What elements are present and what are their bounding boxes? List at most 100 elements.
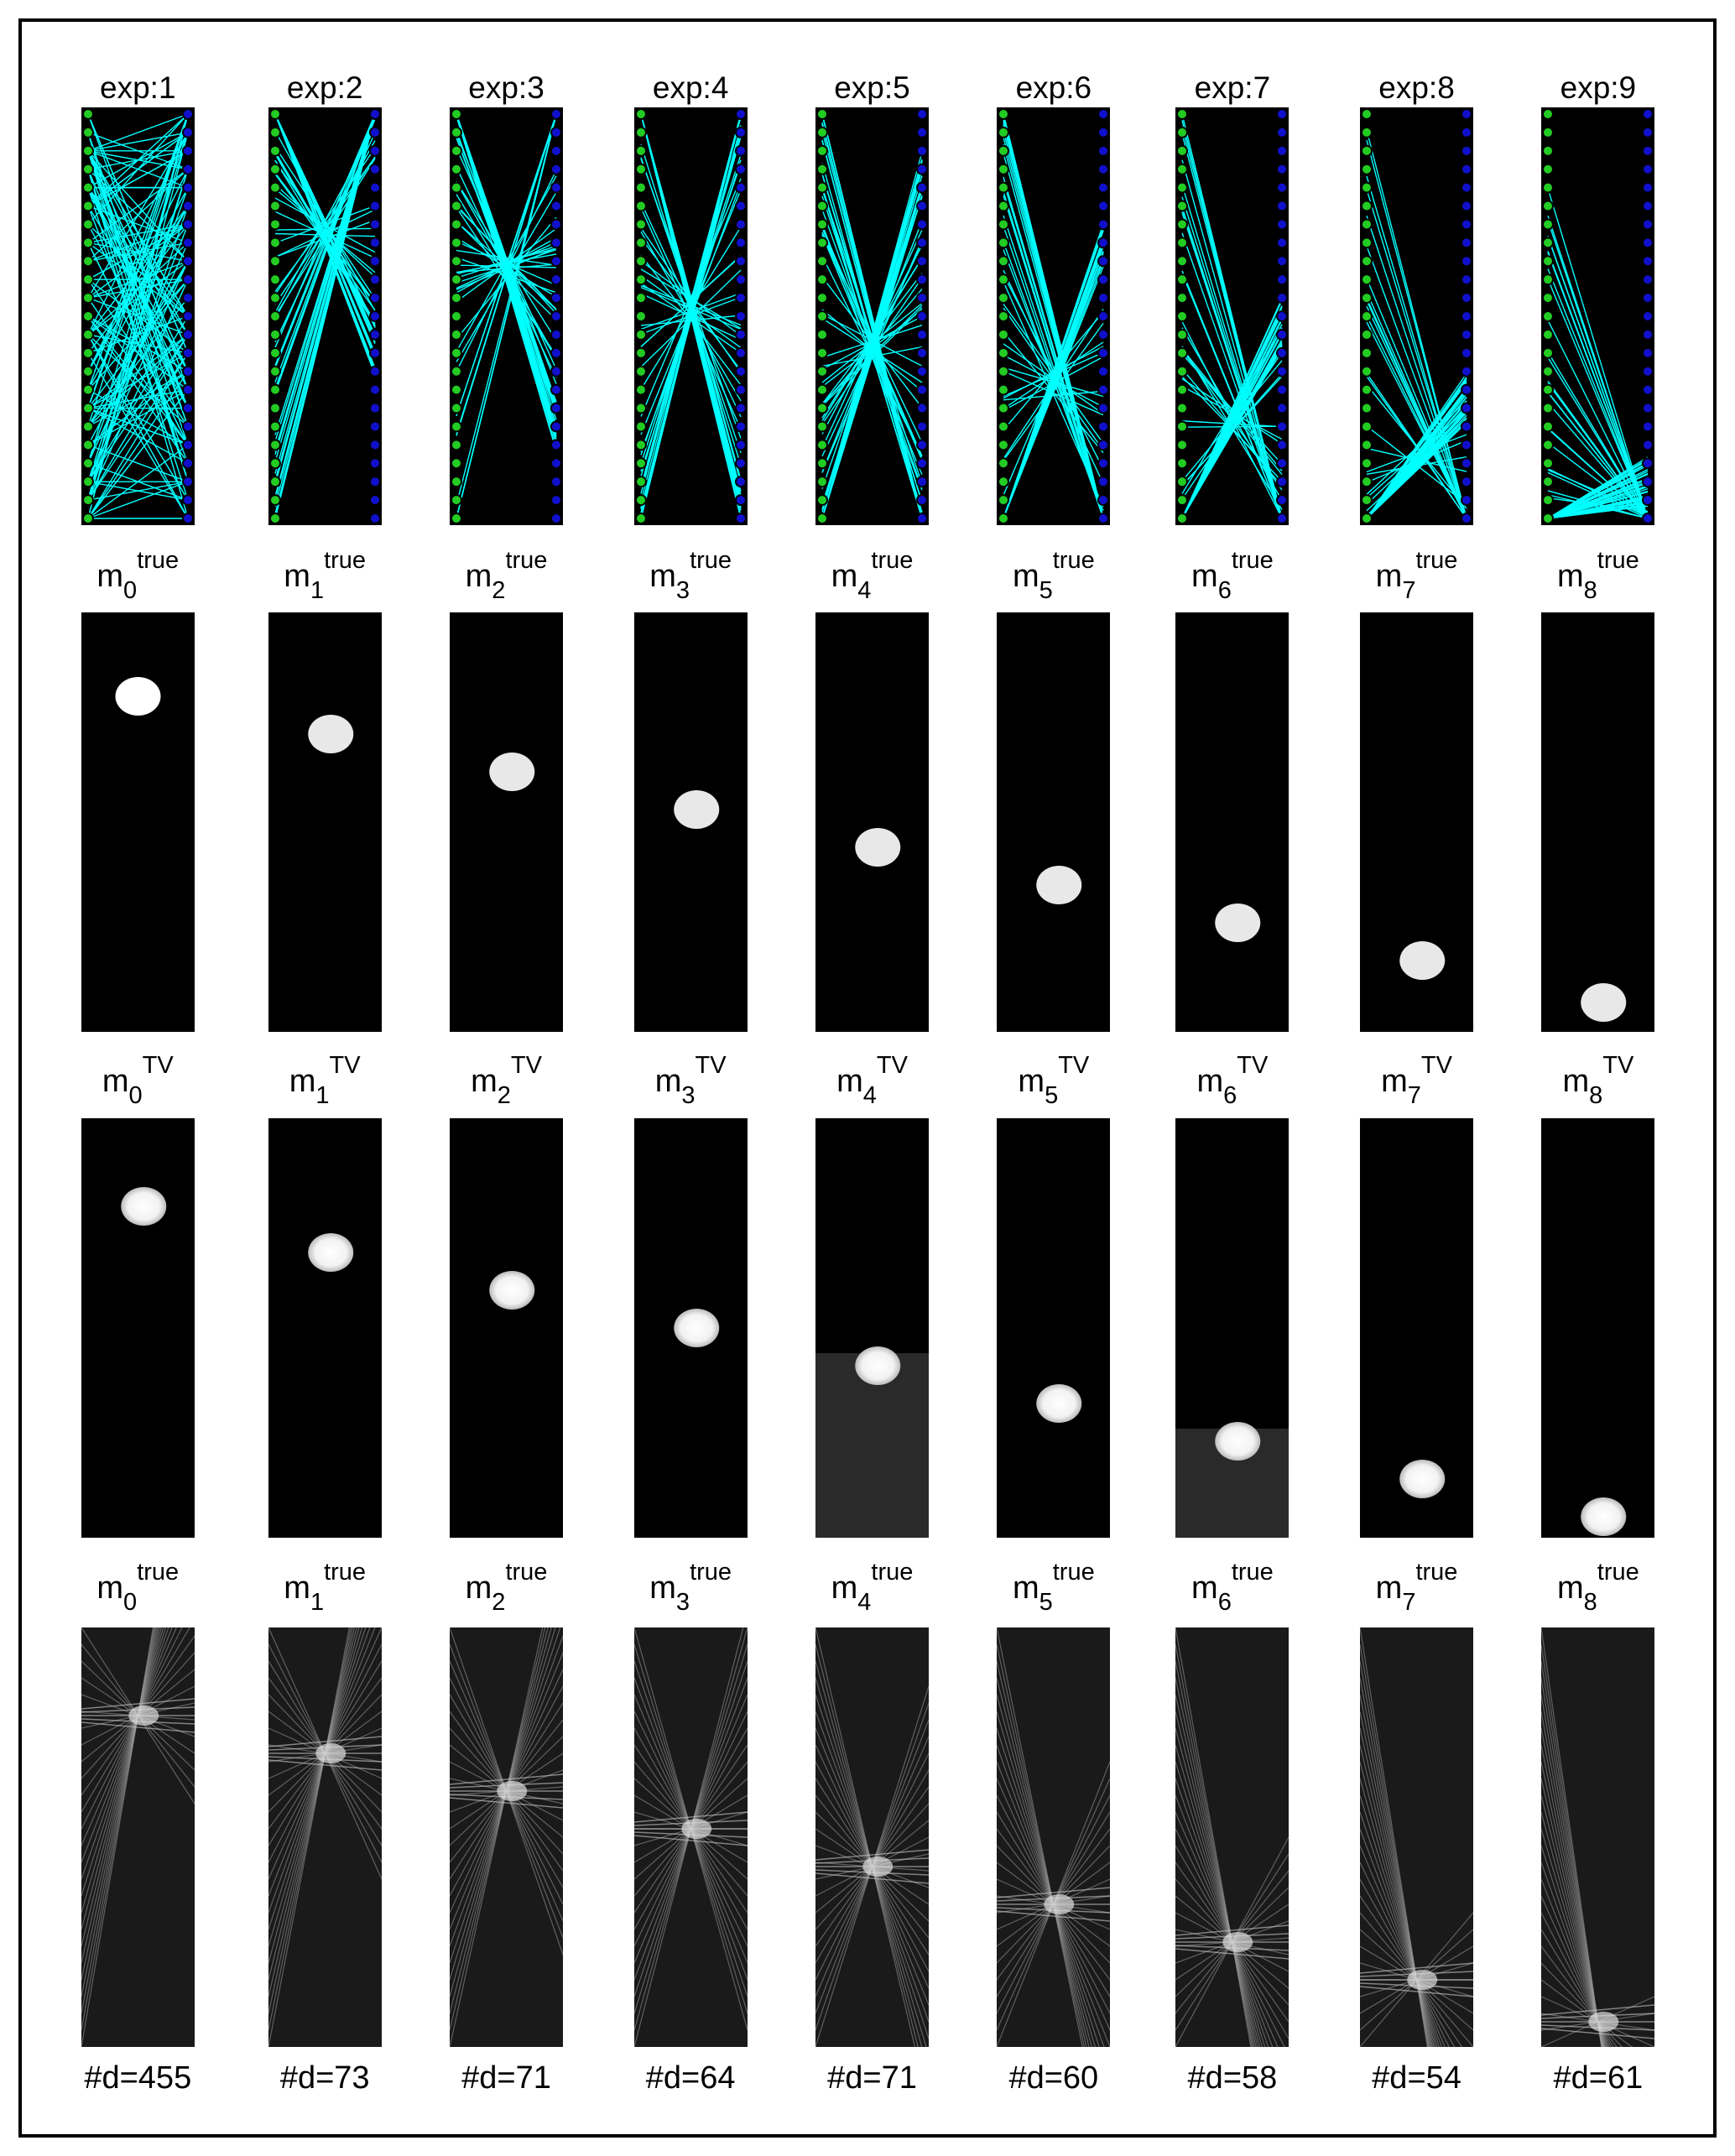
- ray-line: [87, 150, 189, 189]
- receiver-node: [550, 494, 563, 507]
- source-node: [998, 513, 1010, 524]
- ray-svg: [451, 108, 563, 524]
- sensitivity-ray: [997, 1887, 1111, 1898]
- source-node: [1176, 494, 1189, 507]
- receiver-node: [734, 292, 747, 305]
- ray-line: [821, 243, 923, 456]
- source-node: [268, 310, 281, 322]
- source-node: [1361, 402, 1373, 414]
- source-node: [1176, 402, 1189, 414]
- ray-line: [87, 205, 189, 244]
- sensitivity-ray: [1541, 2004, 1655, 2016]
- true-model-label: m8true: [1524, 549, 1671, 603]
- receiver-node: [734, 163, 747, 175]
- source-node: [1361, 513, 1373, 524]
- ray-line: [1366, 456, 1467, 476]
- receiver-node: [1461, 237, 1473, 249]
- sensitivity-focus: [1407, 1970, 1438, 1990]
- data-count-label: #d=71: [461, 2060, 551, 2096]
- label-symbol: m: [1012, 1570, 1039, 1606]
- sensitivity-panel: [450, 1627, 564, 2047]
- experiment-title: exp:7: [1194, 70, 1271, 105]
- ray-line: [1366, 130, 1467, 519]
- receiver-node: [916, 383, 928, 396]
- ray-line: [1181, 273, 1284, 519]
- receiver-node: [1097, 108, 1110, 120]
- label-superscript: true: [1231, 547, 1274, 574]
- true-model-label: m3true: [617, 549, 764, 603]
- receiver-node: [916, 218, 928, 231]
- source-node: [81, 273, 94, 286]
- experiment-title: exp:8: [1378, 70, 1455, 105]
- receiver-node: [368, 163, 381, 175]
- ray-line: [87, 132, 188, 152]
- source-node: [451, 439, 463, 451]
- receiver-node: [1276, 346, 1289, 359]
- ray-line: [1181, 353, 1283, 465]
- ray-line: [274, 113, 376, 342]
- label-symbol: m: [465, 559, 492, 594]
- receiver-node: [1461, 494, 1473, 507]
- ray-line: [87, 334, 189, 519]
- label-subscript: 7: [1407, 1082, 1421, 1109]
- ray-line: [1366, 388, 1467, 519]
- source-node: [1176, 163, 1189, 175]
- anomaly-blob: [1215, 904, 1261, 942]
- receiver-node: [1461, 513, 1473, 524]
- true-model-label: m1 true: [252, 549, 399, 603]
- experiment-title: exp:1: [100, 70, 176, 105]
- label-superscript: true: [324, 1559, 367, 1586]
- ray-line: [1547, 402, 1649, 519]
- receiver-node: [181, 346, 194, 359]
- source-node: [634, 402, 647, 414]
- label-subscript: 1: [310, 577, 325, 604]
- receiver-node: [1642, 513, 1654, 524]
- ray-line: [1181, 211, 1284, 519]
- ray-coverage-panel: [1360, 107, 1474, 525]
- source-node: [1176, 346, 1189, 359]
- ray-line: [821, 175, 923, 519]
- source-node: [634, 292, 647, 305]
- ray-line: [87, 334, 189, 427]
- source-node: [998, 292, 1010, 305]
- source-node: [1361, 163, 1373, 175]
- ray-line: [1003, 322, 1104, 461]
- receiver-node: [550, 476, 563, 488]
- receiver-node: [1642, 439, 1654, 451]
- receiver-node: [181, 513, 194, 524]
- receiver-node: [368, 108, 381, 120]
- source-node: [81, 402, 94, 414]
- ray-line: [456, 263, 557, 273]
- receiver-node: [1097, 439, 1110, 451]
- ray-line: [274, 209, 375, 258]
- receiver-node: [1461, 346, 1473, 359]
- tv-model-label: m4 TV: [799, 1054, 946, 1108]
- ray-line: [87, 113, 189, 427]
- ray-line: [87, 481, 188, 501]
- label-superscript: true: [690, 1559, 732, 1586]
- ray-line: [639, 113, 742, 502]
- receiver-node: [1642, 163, 1654, 175]
- label-symbol: m: [1191, 1570, 1218, 1606]
- source-node: [1176, 200, 1189, 212]
- source-node: [81, 457, 94, 470]
- receiver-node: [734, 402, 747, 414]
- receiver-node: [181, 310, 194, 322]
- sensitivity-panel: [633, 1627, 748, 2047]
- receiver-node: [1097, 126, 1110, 138]
- sensitivity-ray: [1175, 1744, 1263, 2047]
- ray-line: [274, 154, 376, 326]
- ray-line: [640, 178, 742, 417]
- label-superscript: TV: [1237, 1052, 1269, 1079]
- source-node: [268, 218, 281, 231]
- tv-model-label: m3 TV: [617, 1054, 764, 1108]
- tv-model-panel: [1360, 1118, 1474, 1538]
- receiver-node: [734, 365, 747, 378]
- label-subscript: 7: [1402, 577, 1416, 604]
- source-node: [998, 218, 1010, 231]
- receiver-node: [1642, 476, 1654, 488]
- source-node: [451, 163, 463, 175]
- receiver-node: [916, 513, 928, 524]
- label-symbol: m: [102, 1064, 129, 1099]
- receiver-node: [1461, 255, 1473, 268]
